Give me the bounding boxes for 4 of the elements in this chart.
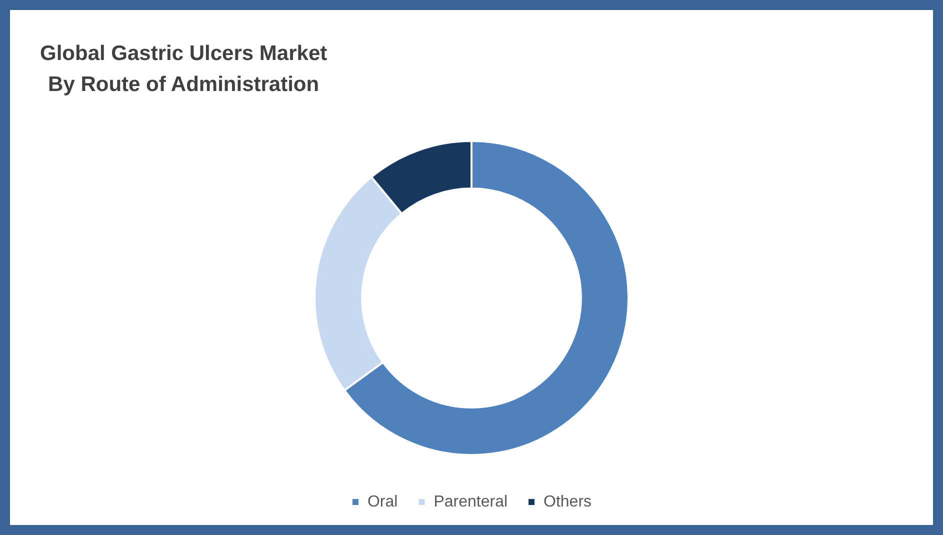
chart-title: Global Gastric Ulcers Market By Route of Administration [40,41,328,98]
legend-label: Others [544,493,592,510]
legend-label: Oral [367,493,398,510]
legend-label: Parenteral [434,493,508,510]
